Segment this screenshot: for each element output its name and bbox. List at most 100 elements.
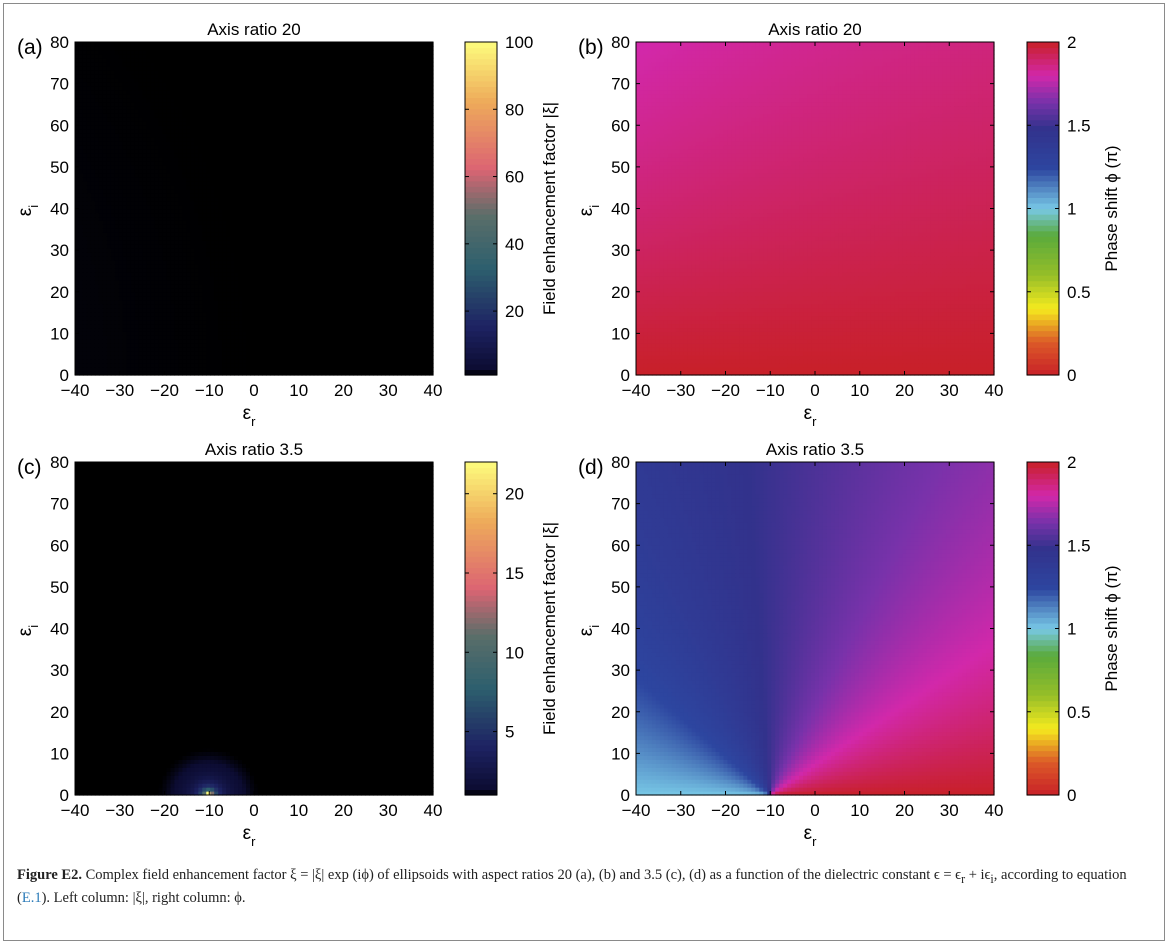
heatmap-cell (330, 169, 335, 174)
heatmap-cell (143, 248, 148, 253)
heatmap-cell (349, 252, 354, 257)
heatmap-cell (95, 185, 100, 190)
heatmap-cell (421, 197, 426, 202)
heatmap-cell (294, 276, 299, 281)
heatmap-cell (238, 153, 243, 158)
heatmap-cell (91, 280, 96, 285)
heatmap-cell (206, 224, 211, 229)
heatmap-cell (338, 280, 343, 285)
heatmap-cell (170, 359, 175, 364)
heatmap-cell (190, 232, 195, 237)
heatmap-cell (83, 296, 88, 301)
heatmap-cell (361, 252, 366, 257)
heatmap-cell (345, 264, 350, 269)
heatmap-cell (135, 173, 140, 178)
heatmap-cell (174, 359, 179, 364)
heatmap-cell (182, 308, 187, 313)
heatmap-cell (417, 181, 422, 186)
heatmap-cell (338, 343, 343, 348)
heatmap-cell (218, 276, 223, 281)
heatmap-cell (218, 347, 223, 352)
heatmap-cell (425, 216, 430, 221)
heatmap-cell (274, 161, 279, 166)
heatmap-cell (178, 244, 183, 249)
heatmap-cell (318, 220, 323, 225)
heatmap-cell (270, 339, 275, 344)
heatmap-cell (250, 359, 255, 364)
heatmap-cell (115, 224, 120, 229)
heatmap-cell (326, 177, 331, 182)
heatmap-cell (306, 220, 311, 225)
heatmap-cell (365, 288, 370, 293)
heatmap-cell (413, 323, 418, 328)
heatmap-cell (111, 276, 116, 281)
heatmap-cell (99, 272, 104, 277)
heatmap-cell (385, 177, 390, 182)
heatmap-cell (198, 256, 203, 261)
heatmap-cell (79, 228, 84, 233)
heatmap-cell (282, 292, 287, 297)
heatmap-cell (302, 331, 307, 336)
heatmap-cell (310, 355, 315, 360)
heatmap-cell (143, 224, 148, 229)
heatmap-cell (135, 197, 140, 202)
heatmap-cell (322, 304, 327, 309)
heatmap-cell (290, 201, 295, 206)
heatmap-cell (334, 296, 339, 301)
heatmap-cell (214, 169, 219, 174)
heatmap-cell (143, 201, 148, 206)
heatmap-cell (186, 308, 191, 313)
heatmap-cell (405, 284, 410, 289)
heatmap-cell (226, 216, 231, 221)
heatmap-cell (282, 260, 287, 265)
heatmap-cell (194, 228, 199, 233)
heatmap-cell (310, 367, 315, 372)
heatmap-cell (294, 240, 299, 245)
heatmap-cell (123, 351, 128, 356)
heatmap-cell (143, 359, 148, 364)
heatmap-cell (338, 320, 343, 325)
heatmap-cell (413, 312, 418, 317)
heatmap-cell (365, 264, 370, 269)
heatmap-cell (210, 339, 215, 344)
heatmap-cell (369, 363, 374, 368)
heatmap-cell (266, 268, 271, 273)
heatmap-cell (373, 216, 378, 221)
heatmap-cell (75, 157, 80, 162)
heatmap-cell (79, 256, 84, 261)
heatmap-cell (393, 177, 398, 182)
heatmap-cell (393, 232, 398, 237)
heatmap-cell (274, 264, 279, 269)
heatmap-cell (397, 284, 402, 289)
heatmap-cell (234, 327, 239, 332)
heatmap-cell (83, 308, 88, 313)
heatmap-cell (182, 228, 187, 233)
heatmap-cell (111, 157, 116, 162)
heatmap-cell (103, 169, 108, 174)
heatmap-cell (202, 177, 207, 182)
heatmap-cell (234, 236, 239, 241)
heatmap-cell (413, 359, 418, 364)
heatmap-cell (194, 157, 199, 162)
heatmap-cell (115, 252, 120, 257)
heatmap-cell (401, 177, 406, 182)
heatmap-cell (155, 185, 160, 190)
heatmap-cell (405, 260, 410, 265)
heatmap-cell (361, 288, 366, 293)
heatmap-cell (357, 300, 362, 305)
heatmap-cell (266, 316, 271, 321)
heatmap-cell (139, 216, 144, 221)
heatmap-cell (314, 359, 319, 364)
heatmap-cell (151, 351, 156, 356)
heatmap-cell (99, 264, 104, 269)
heatmap-cell (75, 320, 80, 325)
heatmap-cell (290, 268, 295, 273)
heatmap-cell (151, 201, 156, 206)
heatmap-cell (151, 185, 156, 190)
heatmap-cell (87, 173, 92, 178)
heatmap-cell (322, 201, 327, 206)
heatmap-cell (119, 264, 124, 269)
heatmap-cell (99, 212, 104, 217)
heatmap-cell (246, 248, 251, 253)
heatmap-cell (322, 335, 327, 340)
